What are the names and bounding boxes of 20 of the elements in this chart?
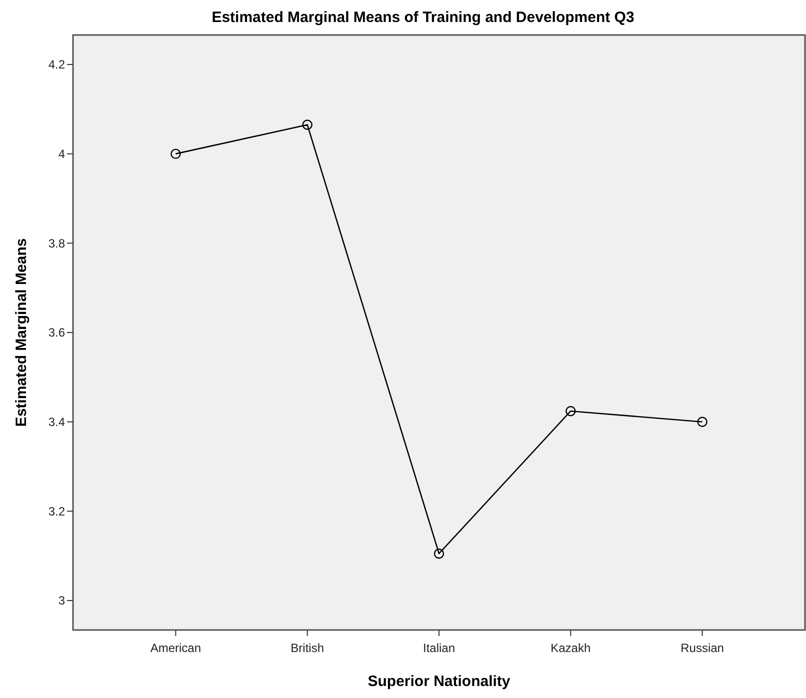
x-tick-label: Kazakh — [550, 641, 591, 655]
x-tick-label: Italian — [422, 641, 456, 655]
x-tick-label: American — [150, 641, 202, 655]
point — [170, 148, 181, 159]
x-axis-title: Superior Nationality — [368, 673, 511, 690]
y-tick-label: 3.8 — [48, 236, 66, 250]
y-tick-label: 3.6 — [48, 326, 66, 340]
y-axis-title: Estimated Marginal Means — [13, 238, 30, 427]
y-tick-label: 3.2 — [48, 504, 66, 518]
y-tick-label: 4.2 — [48, 58, 66, 72]
point — [566, 406, 576, 416]
y-tick-label: 3.4 — [48, 415, 66, 430]
chart-title: Estimated Marginal Means of Training and Development Q3 — [212, 9, 634, 26]
y-tick-label: 4 — [58, 147, 66, 162]
x-tick-label: British — [290, 641, 324, 655]
point — [434, 548, 444, 559]
point — [302, 120, 312, 130]
x-tick-label: Russian — [680, 641, 724, 655]
point — [697, 416, 708, 427]
y-tick-label: 3 — [58, 594, 66, 608]
